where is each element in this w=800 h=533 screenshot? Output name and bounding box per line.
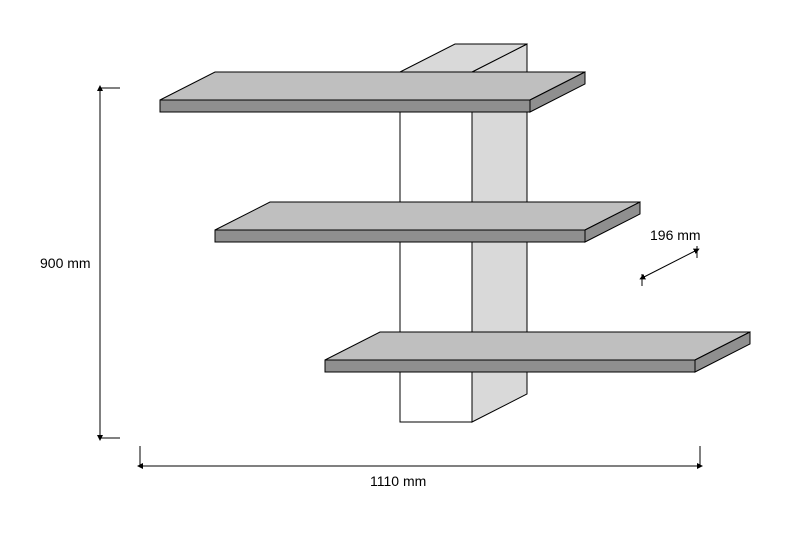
dimension-width-label: 1110 mm (370, 473, 426, 489)
dimension-depth (642, 246, 697, 286)
dimension-width (140, 446, 700, 466)
dimension-height-label: 900 mm (40, 255, 91, 271)
dimension-depth-label: 196 mm (650, 227, 701, 243)
dimension-height (100, 88, 120, 438)
technical-drawing: 900 mm 1110 mm 196 mm (0, 0, 800, 533)
